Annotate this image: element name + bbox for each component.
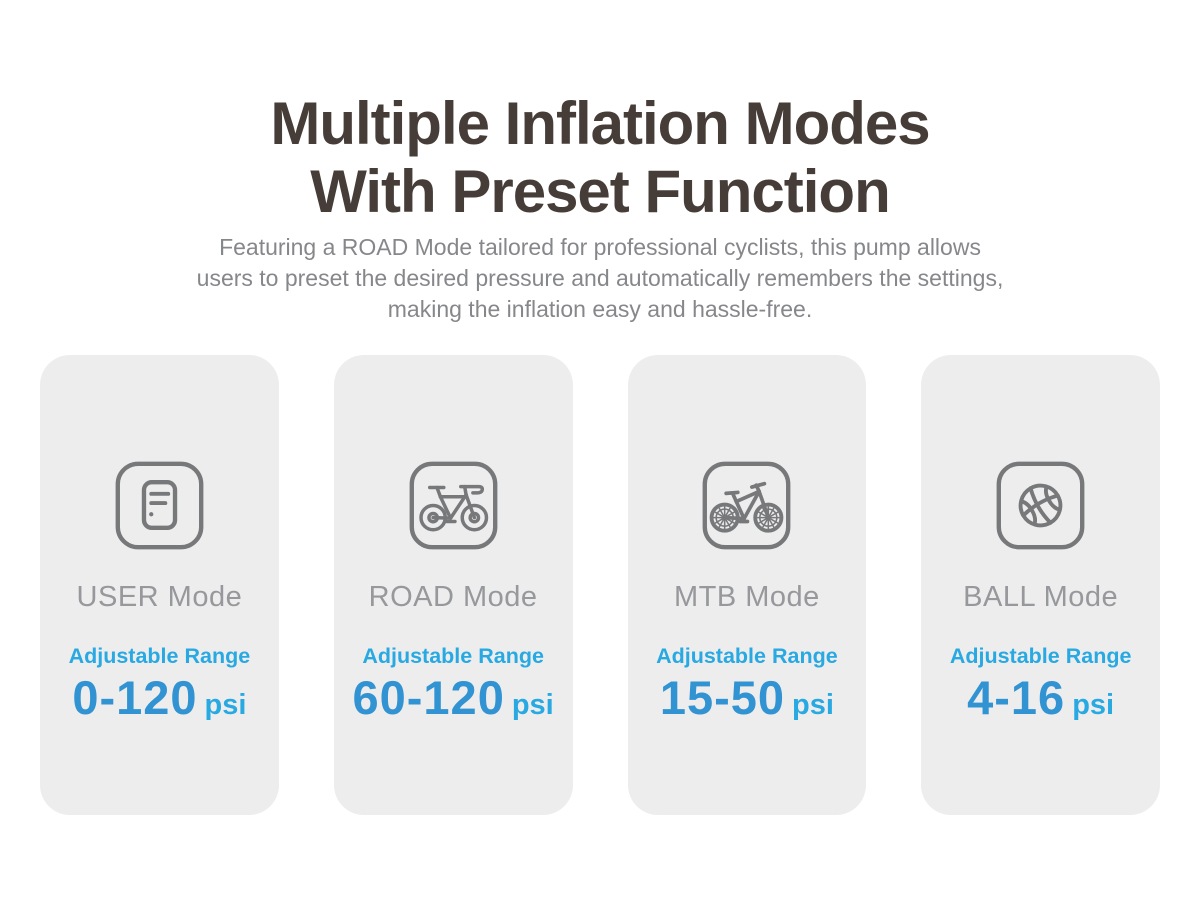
mode-cards: USER Mode Adjustable Range 0-120 psi	[0, 355, 1200, 815]
range-unit: psi	[204, 689, 247, 721]
title-line-2: With Preset Function	[310, 158, 890, 225]
range-value: 0-120 psi	[72, 672, 246, 724]
title-line-1: Multiple Inflation Modes	[270, 90, 930, 157]
mode-card-road: ROAD Mode Adjustable Range 60-120 psi	[333, 355, 573, 815]
range-number: 15-50	[659, 671, 786, 724]
user-preset-icon	[111, 457, 208, 554]
mode-card-user: USER Mode Adjustable Range 0-120 psi	[40, 355, 279, 815]
mode-card-mtb: MTB Mode Adjustable Range 15-50 psi	[627, 355, 867, 815]
mode-label: USER Mode	[76, 581, 243, 613]
range-unit: psi	[1072, 689, 1115, 721]
basketball-icon	[992, 457, 1089, 554]
adjustable-range-label: Adjustable Range	[949, 644, 1132, 668]
page-title: Multiple Inflation Modes With Preset Fun…	[0, 0, 1200, 226]
range-value: 15-50 psi	[660, 672, 834, 724]
range-unit: psi	[511, 689, 554, 721]
mode-label: MTB Mode	[673, 581, 820, 613]
adjustable-range-label: Adjustable Range	[656, 644, 838, 668]
range-number: 4-16	[967, 671, 1066, 724]
adjustable-range-label: Adjustable Range	[68, 644, 251, 668]
mode-card-ball: BALL Mode Adjustable Range 4-16 psi	[921, 355, 1160, 815]
mode-label: BALL Mode	[963, 581, 1119, 613]
adjustable-range-label: Adjustable Range	[362, 644, 544, 668]
range-value: 60-120 psi	[352, 672, 553, 724]
subtitle-line-2: users to preset the desired pressure and…	[196, 265, 1004, 291]
page-subtitle: Featuring a ROAD Mode tailored for profe…	[0, 232, 1200, 325]
road-bike-icon	[405, 457, 502, 554]
range-unit: psi	[792, 689, 834, 721]
range-value: 4-16 psi	[967, 672, 1114, 724]
mountain-bike-icon	[698, 457, 795, 554]
subtitle-line-3: making the inflation easy and hassle-fre…	[387, 296, 813, 322]
mode-label: ROAD Mode	[368, 581, 538, 613]
range-number: 60-120	[352, 671, 505, 724]
subtitle-line-1: Featuring a ROAD Mode tailored for profe…	[219, 234, 981, 260]
range-number: 0-120	[72, 671, 198, 724]
